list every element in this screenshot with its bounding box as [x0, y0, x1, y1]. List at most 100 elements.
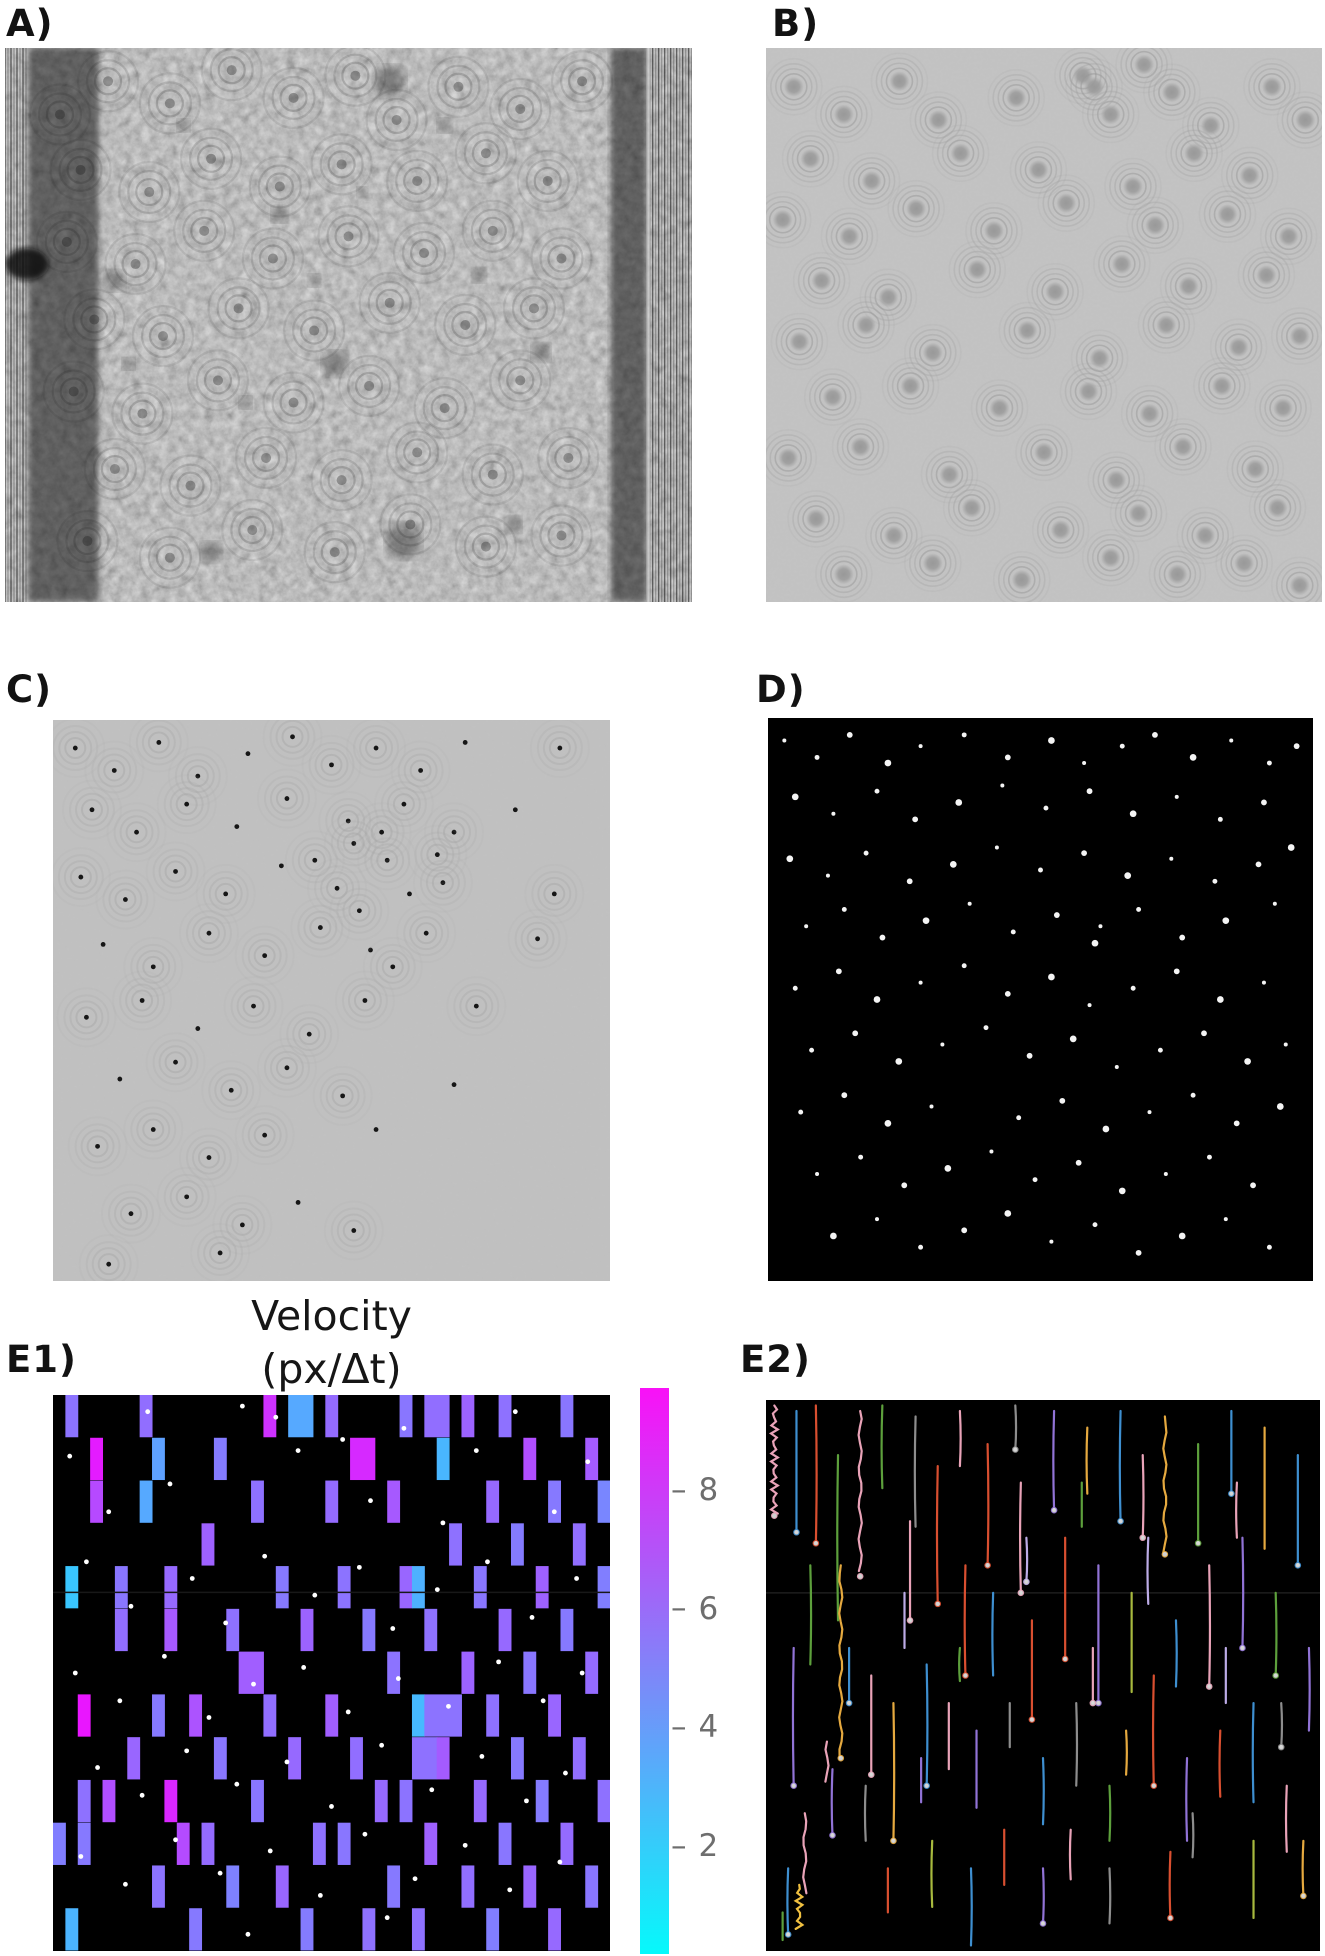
trajectory	[930, 1839, 934, 1909]
particle-dot	[429, 1787, 435, 1793]
focused-particle	[123, 936, 184, 997]
particle-dot	[78, 1854, 84, 1859]
ring-particle	[1220, 146, 1279, 205]
trajectory	[1150, 1674, 1158, 1790]
trajectory	[969, 1867, 973, 1947]
velocity-cell	[585, 1437, 599, 1481]
ring-particle	[766, 57, 823, 116]
ring-particle	[1254, 379, 1312, 437]
trajectory	[793, 1409, 800, 1536]
segmented-dot	[1092, 1222, 1098, 1228]
focused-particle	[407, 891, 412, 897]
velocity-cell	[548, 1694, 561, 1737]
particle-dot	[173, 1837, 178, 1843]
particle-dot	[128, 1603, 134, 1609]
trajectory	[1050, 1409, 1058, 1514]
velocity-cell	[90, 1437, 104, 1481]
interference-ring	[434, 293, 497, 357]
particle-dot	[440, 1520, 446, 1526]
particle-dot	[574, 1576, 579, 1581]
focused-particle	[357, 830, 418, 891]
velocity-cell	[399, 1395, 413, 1438]
ring-particle	[1215, 534, 1273, 593]
panel-label-d: D)	[756, 668, 806, 711]
colorbar-tick: – 8	[671, 1472, 718, 1508]
interference-ring	[317, 205, 380, 268]
ring-particle	[904, 534, 962, 593]
ring-particle	[842, 152, 901, 210]
segmented-dot	[825, 873, 830, 878]
focused-particle	[334, 970, 395, 1031]
dark-blob	[505, 516, 522, 533]
ring-particle	[859, 268, 918, 327]
segmented-dot	[1217, 996, 1224, 1003]
velocity-cell	[312, 1822, 326, 1865]
focused-particle	[346, 720, 407, 779]
dark-blob	[386, 524, 421, 559]
focused-particle	[373, 1127, 379, 1132]
ring-particle	[987, 69, 1045, 127]
interference-ring	[234, 426, 298, 490]
focused-particle	[84, 740, 145, 801]
interference-ring	[283, 299, 346, 362]
interference-ring	[221, 498, 284, 562]
focused-particle	[390, 740, 451, 801]
segmented-dot	[1217, 816, 1223, 822]
interference-ring	[118, 160, 181, 224]
segmented-dot	[1244, 1058, 1251, 1065]
colorbar-title-line1: Velocity	[251, 1292, 412, 1340]
velocity-cell	[411, 1694, 425, 1737]
panel-e2-trajectories-image	[766, 1400, 1320, 1951]
bright-edge-line	[645, 48, 650, 602]
ring-particle	[1243, 57, 1301, 116]
tick-mark: –	[671, 1471, 687, 1508]
interference-ring	[104, 232, 167, 296]
focused-particle	[223, 976, 284, 1037]
velocity-cell	[77, 1822, 91, 1865]
velocity-cell	[114, 1608, 128, 1652]
velocity-cell	[213, 1737, 227, 1780]
segmented-dot	[1124, 872, 1132, 879]
focused-particle	[290, 897, 351, 958]
velocity-cell	[65, 1566, 79, 1609]
trajectory	[958, 1646, 961, 1683]
trajectory	[906, 1520, 914, 1624]
velocity-cell	[300, 1608, 314, 1652]
ring-particle	[870, 52, 929, 111]
focused-particle	[307, 858, 368, 919]
focused-particle	[329, 880, 390, 941]
colorbar-tick: – 4	[671, 1709, 718, 1745]
segmented-dot	[1189, 754, 1197, 761]
dark-blob	[531, 343, 550, 362]
velocity-cell	[523, 1865, 537, 1908]
ring-particle	[1248, 479, 1307, 537]
velocity-cell	[127, 1737, 141, 1780]
dark-blob	[374, 66, 405, 97]
segmented-dot	[1174, 794, 1179, 799]
velocity-cell	[411, 1737, 438, 1780]
particle-dot	[284, 1759, 290, 1765]
segmented-dot	[906, 878, 913, 885]
trajectory-end-dot	[934, 1600, 942, 1608]
focused-particle	[167, 746, 228, 807]
segmented-dot	[841, 906, 847, 912]
focused-particle	[245, 751, 251, 757]
velocity-cell	[176, 1822, 190, 1865]
velocity-cell	[436, 1437, 450, 1481]
focused-particle	[56, 987, 117, 1048]
velocity-cell	[424, 1822, 438, 1865]
segmented-dot	[989, 1149, 994, 1154]
particle-dot	[145, 1409, 151, 1415]
velocity-cell	[387, 1480, 401, 1523]
particle-dot	[384, 1915, 390, 1921]
trajectory	[793, 1883, 805, 1930]
velocity-cell	[263, 1395, 277, 1438]
ring-particle	[1026, 262, 1084, 321]
trajectory	[1239, 1536, 1246, 1652]
velocity-cell	[65, 1908, 79, 1951]
ring-particle	[920, 445, 979, 504]
colorbar-title-line2: (px/Δt)	[261, 1345, 402, 1394]
trajectory	[1061, 1536, 1069, 1663]
velocity-cell	[548, 1480, 561, 1523]
interference-ring	[111, 382, 174, 445]
